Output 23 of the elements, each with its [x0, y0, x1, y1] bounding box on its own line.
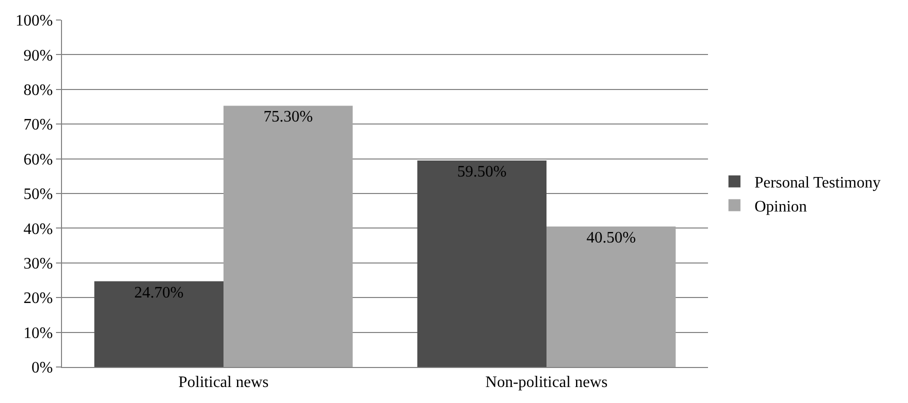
y-tick-label: 80%	[23, 82, 53, 99]
y-tick-label: 60%	[23, 151, 53, 168]
data-label: 40.50%	[586, 229, 636, 246]
legend-label: Personal Testimony	[754, 174, 881, 192]
bar	[417, 160, 546, 367]
y-tick-label: 10%	[23, 324, 53, 342]
x-tick-label: Non-political news	[485, 374, 608, 392]
bar	[224, 106, 353, 367]
y-tick-label: 50%	[23, 186, 53, 204]
y-tick-label: 40%	[23, 220, 53, 238]
x-tick-label: Political news	[178, 374, 269, 392]
data-label: 75.30%	[263, 108, 313, 126]
y-tick-label: 70%	[23, 116, 53, 134]
y-tick-label: 20%	[23, 290, 53, 308]
data-label: 59.50%	[457, 164, 507, 181]
bar	[546, 226, 676, 367]
legend-label: Opinion	[754, 198, 807, 216]
y-tick-label: 0%	[31, 360, 53, 377]
bar	[94, 281, 224, 367]
y-tick-label: 90%	[23, 47, 53, 64]
data-label: 24.70%	[134, 284, 184, 302]
y-tick-label: 100%	[15, 12, 53, 30]
y-tick-label: 30%	[23, 256, 53, 272]
